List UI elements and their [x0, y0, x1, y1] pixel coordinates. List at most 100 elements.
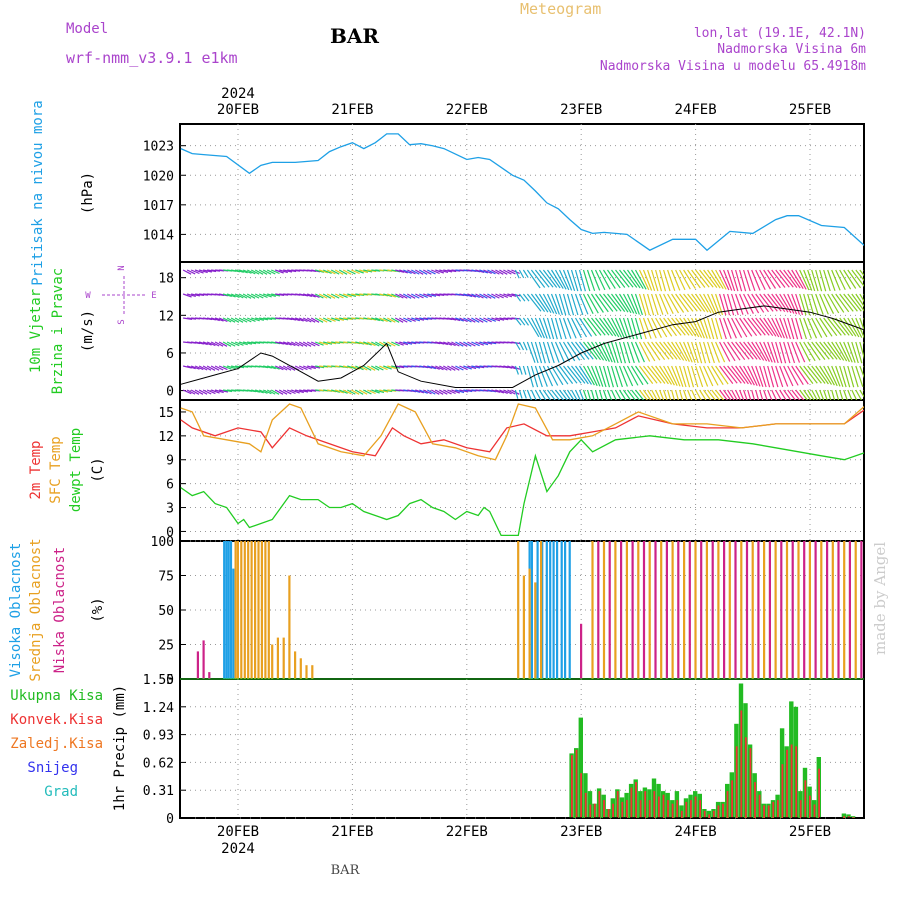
- wind-barb: [190, 293, 201, 297]
- precip-unit: 1hr Precip (mm): [112, 685, 128, 811]
- precip-convective-bar: [813, 804, 816, 818]
- wind-barb: [667, 341, 681, 361]
- wind-barb: [610, 365, 619, 388]
- wind-barb: [594, 269, 606, 291]
- wind-barb: [403, 341, 413, 345]
- wind-barb: [655, 269, 663, 292]
- wind-barb: [375, 341, 384, 347]
- wind-barb: [767, 389, 773, 400]
- wind-barb: [671, 389, 676, 400]
- cloud-bar-high: [564, 541, 567, 679]
- wind-barb: [319, 269, 328, 274]
- wind-barb: [751, 341, 765, 361]
- wind-barb: [247, 341, 257, 345]
- wind-barb: [338, 293, 348, 298]
- wind-barb: [699, 317, 708, 339]
- wind-barb: [639, 365, 654, 384]
- wind-barb: [574, 293, 584, 315]
- wind-barb: [715, 389, 725, 400]
- wind-barb: [815, 293, 824, 315]
- wind-barb: [739, 389, 745, 400]
- wind-barb: [467, 317, 476, 323]
- wind-barb: [226, 341, 236, 347]
- wind-barb: [819, 317, 833, 337]
- wind-barb: [626, 341, 635, 364]
- bottom-day-label: 21FEB: [331, 824, 373, 840]
- wind-barb: [691, 389, 697, 400]
- precip-convective-bar: [603, 800, 605, 818]
- wind-barb: [459, 365, 468, 371]
- wind-barb: [803, 341, 816, 362]
- cloud-bar-mid: [540, 541, 543, 679]
- cloud-bar-low: [620, 541, 623, 679]
- precip-convective-bar: [795, 746, 798, 818]
- wind-barb: [727, 317, 737, 339]
- wind-barb: [554, 269, 567, 290]
- wind-barb: [335, 317, 345, 321]
- wind-barb: [755, 389, 760, 400]
- wind-barb: [771, 317, 783, 338]
- cloud-bar-mid: [705, 541, 708, 679]
- wind-barb: [787, 341, 796, 364]
- bottom-day-label: 22FEB: [446, 824, 488, 840]
- wind-barb: [767, 341, 776, 363]
- wind-barb: [679, 293, 694, 312]
- wind-barb: [186, 269, 196, 275]
- wind-barb: [603, 317, 617, 337]
- wind-barb: [570, 389, 578, 400]
- cloud-bar-mid: [683, 541, 686, 679]
- wind-barb: [278, 389, 288, 395]
- wind-barb: [183, 317, 193, 320]
- wind-barb: [799, 389, 809, 400]
- wind-barb: [759, 317, 774, 337]
- precip-convective-bar: [621, 801, 624, 818]
- cloud-unit: (%): [90, 597, 106, 622]
- wind-barb: [807, 293, 815, 316]
- wind-barb: [695, 341, 703, 364]
- wind-barb: [590, 389, 595, 400]
- wind-barb: [270, 365, 280, 370]
- wind-barb: [475, 293, 484, 299]
- wind-barb: [495, 293, 504, 299]
- wind-barb: [819, 293, 829, 315]
- wind-barb: [526, 341, 536, 363]
- cloud-bar-mid: [282, 637, 285, 679]
- precip-convective-bar: [685, 801, 688, 818]
- top-day-label: 20FEB: [217, 102, 259, 118]
- wind-barb: [507, 365, 517, 370]
- wind-barb: [851, 389, 858, 400]
- wind-barb: [582, 293, 594, 315]
- y-tick-label: 75: [158, 570, 174, 585]
- wind-barb: [839, 269, 852, 290]
- precip-convective-bar: [744, 737, 747, 818]
- wind-barb: [630, 317, 638, 340]
- wind-barb: [186, 293, 196, 297]
- wind-barb: [695, 269, 710, 288]
- wind-barb: [622, 365, 634, 387]
- wind-barb: [570, 269, 579, 292]
- wind-barb: [659, 365, 673, 385]
- wind-barb: [330, 269, 340, 275]
- wind-barb: [687, 317, 700, 338]
- wind-barb: [723, 365, 738, 384]
- wind-barb: [847, 341, 856, 363]
- wind-barb: [363, 269, 373, 273]
- wind-barb: [538, 389, 547, 400]
- precip-convective-bar: [694, 796, 697, 818]
- wind-barb: [423, 269, 432, 275]
- wind-barb: [530, 317, 543, 338]
- wind-barb: [339, 317, 349, 321]
- wind-barb: [783, 269, 798, 288]
- wind-barb: [459, 317, 468, 323]
- wind-barb: [723, 317, 732, 339]
- wind-barb: [634, 293, 643, 316]
- wind-barb: [691, 317, 703, 338]
- precip-convective-bar: [644, 791, 647, 818]
- wind-barb: [827, 365, 838, 387]
- precip-total-bar: [578, 717, 583, 818]
- wind-barb: [642, 269, 653, 291]
- wind-barb: [383, 365, 392, 370]
- wind-barb: [843, 269, 857, 289]
- wind-barb: [271, 293, 281, 297]
- wind-barb: [559, 389, 568, 400]
